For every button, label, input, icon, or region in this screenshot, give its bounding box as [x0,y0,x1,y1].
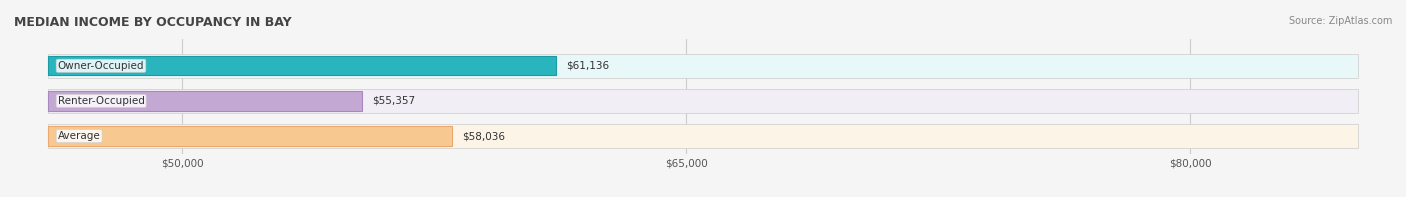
Text: Renter-Occupied: Renter-Occupied [58,96,145,106]
Text: MEDIAN INCOME BY OCCUPANCY IN BAY: MEDIAN INCOME BY OCCUPANCY IN BAY [14,16,291,29]
Bar [48,124,1358,148]
Text: $61,136: $61,136 [567,61,610,71]
Text: $55,357: $55,357 [373,96,415,106]
Text: Owner-Occupied: Owner-Occupied [58,61,145,71]
Bar [48,89,1358,113]
Text: Average: Average [58,131,100,141]
Text: $58,036: $58,036 [463,131,505,141]
Text: Source: ZipAtlas.com: Source: ZipAtlas.com [1288,16,1392,26]
Bar [48,56,557,75]
Bar [48,54,1358,78]
Bar [48,91,363,111]
Bar [48,126,453,146]
